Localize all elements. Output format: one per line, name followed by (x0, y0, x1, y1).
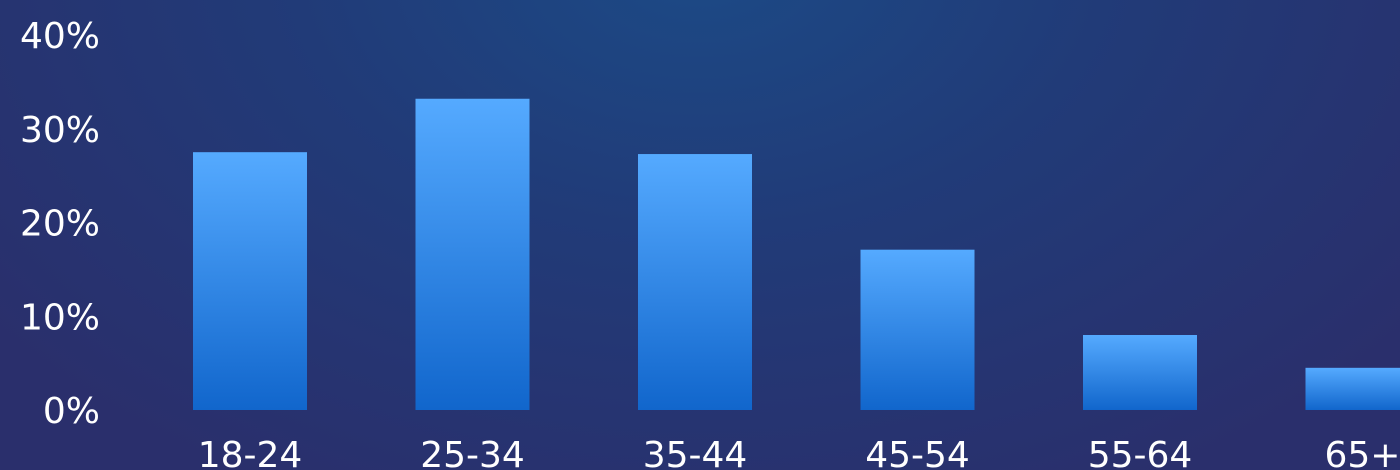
bars (193, 98, 1400, 410)
y-tick-label: 0% (43, 391, 100, 432)
x-tick-label: 35-44 (643, 435, 748, 470)
y-tick-label: 20% (20, 204, 100, 245)
x-tick-label: 55-64 (1088, 435, 1193, 470)
y-tick-label: 10% (20, 297, 100, 338)
y-tick-label: 30% (20, 110, 100, 151)
x-axis: 18-24 25-34 35-44 45-54 55-64 65+ (198, 435, 1400, 470)
bar-45-54 (860, 249, 975, 410)
bar-18-24 (193, 152, 307, 410)
x-tick-label: 18-24 (198, 435, 303, 470)
x-tick-label: 45-54 (865, 435, 970, 470)
y-axis: 0% 10% 20% 30% 40% (20, 16, 100, 432)
bar-55-64 (1083, 335, 1197, 410)
y-tick-label: 40% (20, 16, 100, 57)
x-tick-label: 65+ (1325, 435, 1400, 470)
x-tick-label: 25-34 (420, 435, 525, 470)
bar-25-34 (415, 98, 530, 410)
bar-35-44 (638, 154, 752, 410)
bar-65+ (1305, 367, 1400, 410)
